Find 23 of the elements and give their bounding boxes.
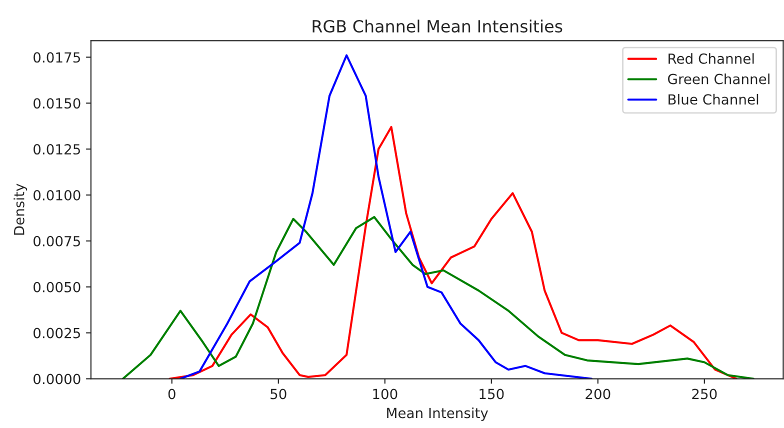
y-tick-label: 0.0050 <box>34 282 80 292</box>
legend-label: Green Channel <box>668 74 770 84</box>
line-series <box>168 126 738 379</box>
x-tick-label: 200 <box>586 388 610 400</box>
y-tick-label: 0.0125 <box>34 144 80 155</box>
y-axis-title: Density <box>14 184 28 235</box>
legend-label: Blue Channel <box>668 94 758 105</box>
line-series <box>179 54 593 379</box>
y-tick-label: 0.0150 <box>34 98 80 109</box>
line-series <box>122 216 754 379</box>
y-tick-label: 0.0100 <box>34 190 80 200</box>
y-tick-label: 0.0000 <box>34 374 80 384</box>
y-tick-label: 0.0025 <box>34 328 80 338</box>
y-tick-label: 0.0175 <box>34 52 80 63</box>
x-tick-label: 50 <box>270 388 286 400</box>
y-tick-label: 0.0075 <box>34 236 80 246</box>
x-tick-label: 250 <box>692 388 717 400</box>
x-tick-label: 150 <box>480 388 504 400</box>
x-axis-title: Mean Intensity <box>387 408 488 421</box>
x-tick-label: 100 <box>373 388 398 400</box>
legend-label: Red Channel <box>668 53 754 64</box>
chart-title: RGB Channel Mean Intensities <box>312 20 562 33</box>
x-tick-label: 0 <box>168 388 176 400</box>
